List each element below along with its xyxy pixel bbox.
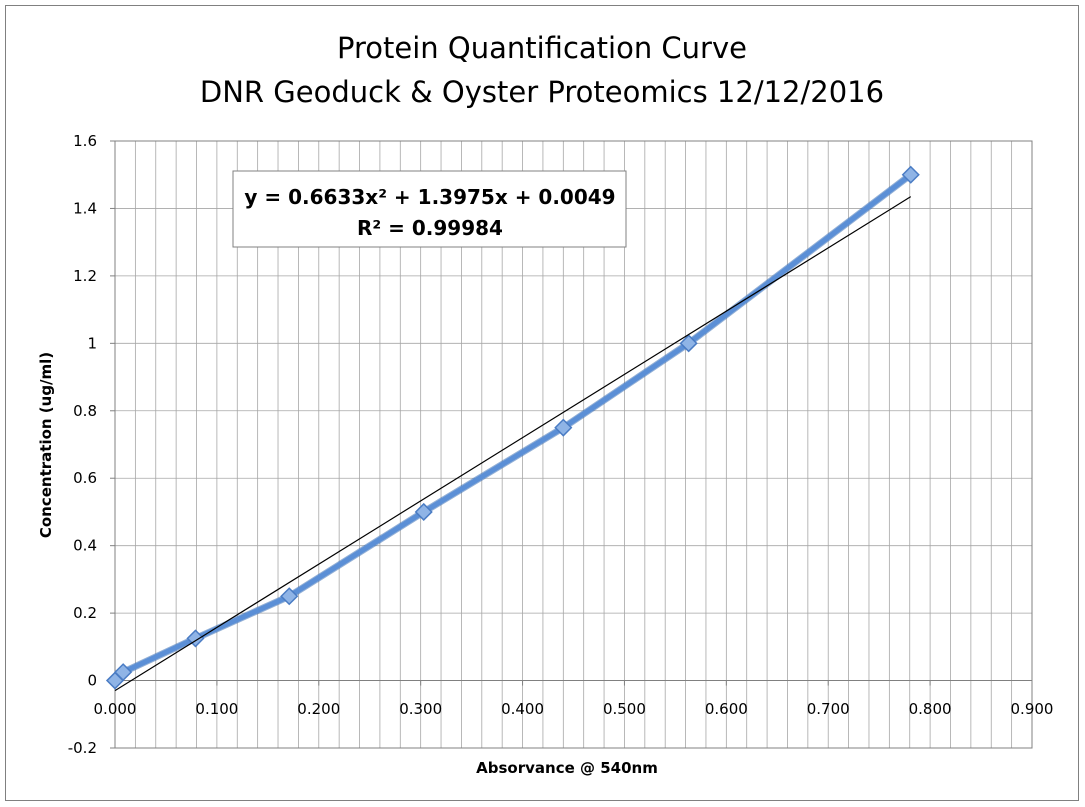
series-line-shadow <box>111 171 915 685</box>
equation-text: y = 0.6633x² + 1.3975x + 0.0049 <box>244 185 615 209</box>
chart-frame <box>5 5 1079 801</box>
data-point-marker <box>280 587 299 606</box>
x-tick-label: 0.100 <box>195 700 238 718</box>
equation-box: y = 0.6633x² + 1.3975x + 0.0049 R² = 0.9… <box>232 170 627 248</box>
x-tick-label: 0.400 <box>501 700 544 718</box>
y-tick-label: 1.4 <box>73 199 97 217</box>
trendline <box>114 196 912 692</box>
data-point-marker <box>679 334 698 353</box>
axis-ticks: 0.000 0.100 0.200 0.300 0.400 0.500 0.600 0.700… <box>68 132 1054 757</box>
x-tick-label: 0.600 <box>705 700 748 718</box>
y-tick-label: 1.6 <box>73 132 97 150</box>
series-layer <box>105 165 920 690</box>
chart-title: Protein Quantification Curve <box>337 31 747 65</box>
trendline-layer <box>114 196 912 692</box>
y-tick-label: 0.4 <box>73 537 97 555</box>
y-tick-label: 0.8 <box>73 402 97 420</box>
data-point-marker <box>901 165 920 184</box>
x-tick-label: 0.300 <box>399 700 442 718</box>
data-point-marker <box>186 629 205 648</box>
data-point-marker <box>114 663 133 682</box>
y-tick-label: 0 <box>87 672 97 690</box>
data-point-marker <box>414 502 433 522</box>
y-tick-label: 1.2 <box>73 267 97 285</box>
y-tick-label: 0.2 <box>73 604 97 622</box>
y-tick-label: -0.2 <box>68 739 97 757</box>
x-tick-label: 0.800 <box>909 700 952 718</box>
y-axis-label: Concentration (ug/ml) <box>37 352 55 538</box>
x-tick-label: 0.700 <box>807 700 850 718</box>
y-tick-label: 0.6 <box>73 469 97 487</box>
series-line <box>112 172 914 684</box>
x-tick-label: 0.500 <box>603 700 646 718</box>
r-squared-text: R² = 0.99984 <box>357 216 503 240</box>
data-point-marker <box>554 418 573 437</box>
x-tick-label: 0.200 <box>297 700 340 718</box>
x-tick-label: 0.900 <box>1011 700 1054 718</box>
x-tick-label: 0.000 <box>94 700 137 718</box>
chart-subtitle: DNR Geoduck & Oyster Proteomics 12/12/20… <box>200 75 884 109</box>
y-tick-label: 1 <box>87 334 97 352</box>
plot-area <box>114 140 1033 749</box>
x-axis-label: Absorvance @ 540nm <box>476 759 658 777</box>
